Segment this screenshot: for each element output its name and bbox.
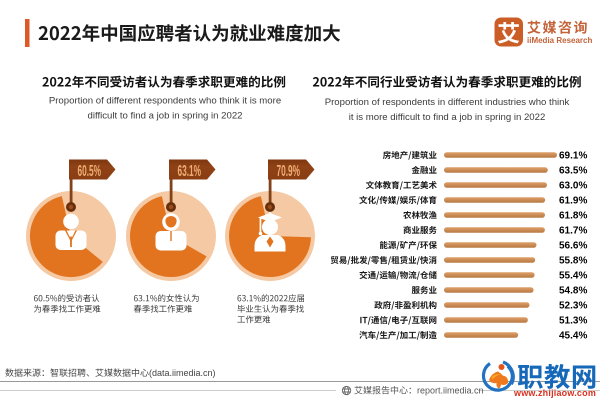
svg-text:54.8%: 54.8% xyxy=(559,286,587,297)
svg-text:61.9%: 61.9% xyxy=(559,196,587,207)
svg-text:Proportion of respondents in d: Proportion of respondents in different i… xyxy=(325,97,570,108)
svg-text:51.3%: 51.3% xyxy=(559,316,587,327)
svg-text:63.0%: 63.0% xyxy=(559,181,587,192)
svg-text:55.4%: 55.4% xyxy=(559,271,587,282)
svg-text:52.3%: 52.3% xyxy=(559,301,587,312)
svg-text:63.1%: 63.1% xyxy=(178,163,202,180)
svg-text:70.9%: 70.9% xyxy=(277,163,301,180)
svg-text:55.8%: 55.8% xyxy=(559,256,587,267)
svg-text:63.5%: 63.5% xyxy=(559,166,587,177)
svg-text:45.4%: 45.4% xyxy=(559,331,587,342)
svg-text:it is more difficult to find a: it is more difficult to find a job in sp… xyxy=(349,112,546,123)
svg-text:report.iimedia.cn: report.iimedia.cn xyxy=(417,386,484,396)
svg-text:56.6%: 56.6% xyxy=(559,241,587,252)
svg-text:69.1%: 69.1% xyxy=(559,151,587,162)
svg-text:61.7%: 61.7% xyxy=(559,226,587,237)
svg-text:(data.iimedia.cn): (data.iimedia.cn) xyxy=(149,368,216,378)
svg-text:Proportion of different respon: Proportion of different respondents who … xyxy=(49,96,281,107)
svg-text:iiMedia Research: iiMedia Research xyxy=(527,36,592,45)
svg-text:60.5%: 60.5% xyxy=(78,163,102,180)
svg-text:61.8%: 61.8% xyxy=(559,211,587,222)
svg-text:www.zhijiaow.com: www.zhijiaow.com xyxy=(513,388,596,398)
svg-text:difficult to find a job in spr: difficult to find a job in spring in 202… xyxy=(87,111,242,122)
